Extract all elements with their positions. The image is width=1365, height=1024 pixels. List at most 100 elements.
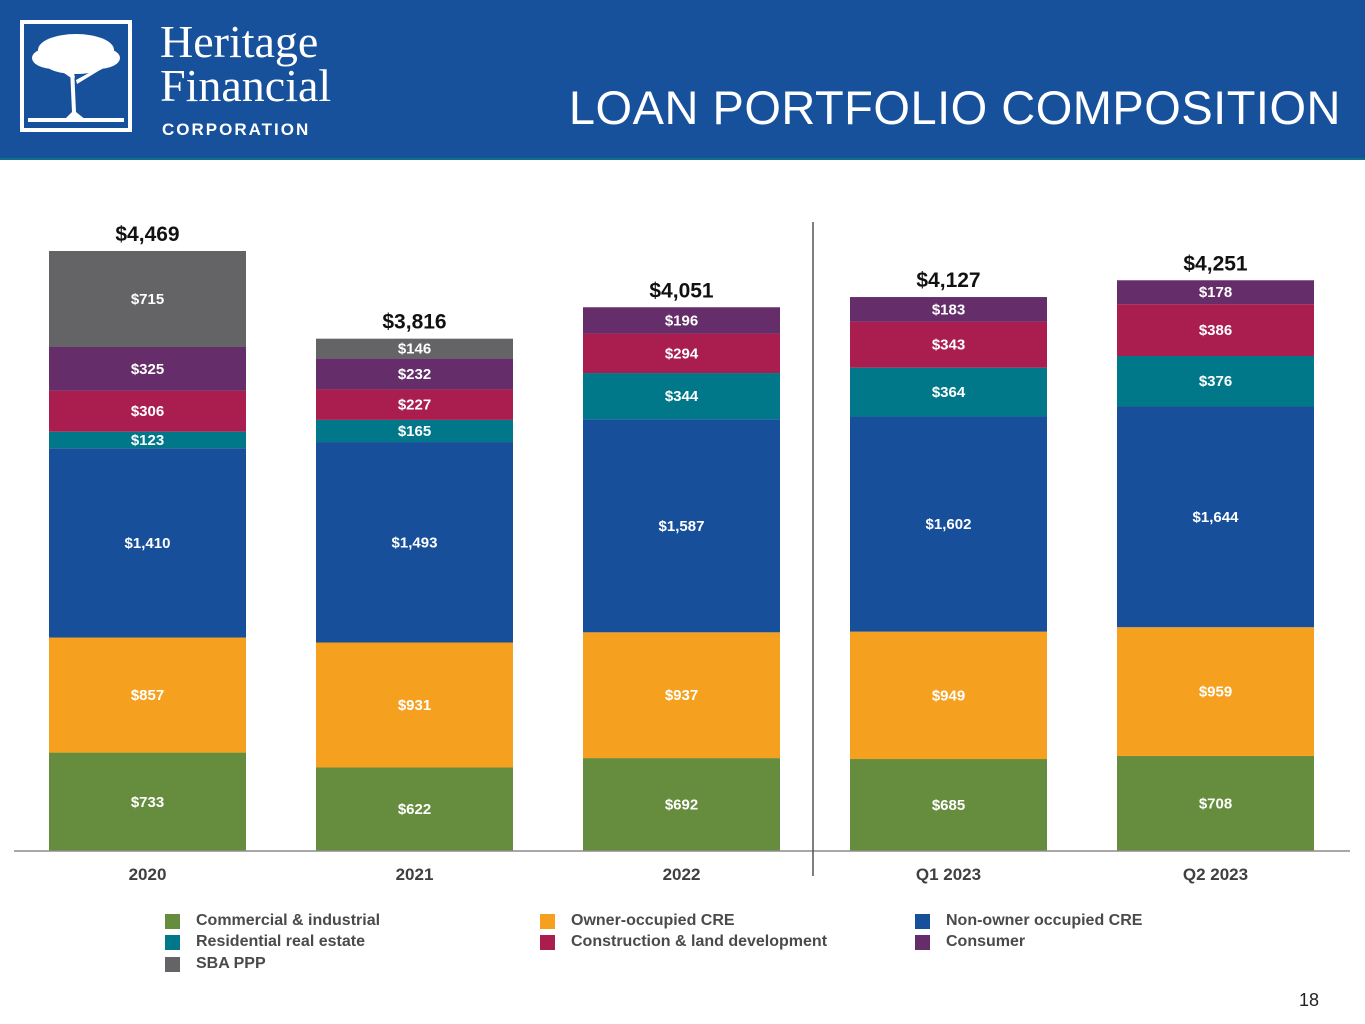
data-label: $325 [131,361,164,378]
data-label: $733 [131,794,164,811]
data-label: $196 [665,312,698,329]
data-label: $343 [932,337,965,354]
bar-segment-consumer-2021 [316,358,513,390]
data-label: $123 [131,432,164,449]
bar-segment-commercial-industrial-q1-2023 [850,759,1047,851]
bar-segment-construction-land-development-q2-2023 [1117,304,1314,356]
legend-swatch [165,956,180,972]
bar-segment-commercial-industrial-q2-2023 [1117,755,1314,851]
bar-segment-owner-occupied-cre-q2-2023 [1117,627,1314,756]
bar-segment-non-owner-occupied-cre-q1-2023 [850,416,1047,632]
logo-line-2: Financial [160,60,332,111]
data-label: $232 [398,366,431,383]
bar-segment-sba-ppp-2020 [49,251,246,347]
data-label: $178 [1199,284,1232,301]
total-label: $3,816 [382,311,446,334]
bar-segment-commercial-industrial-2022 [583,758,780,851]
bar-segment-commercial-industrial-2021 [316,767,513,851]
data-label: $1,587 [659,518,705,535]
data-label: $1,410 [125,535,171,552]
data-label: $937 [665,687,698,704]
bar-segment-consumer-q2-2023 [1117,280,1314,305]
data-label: $227 [398,397,431,414]
data-label: $1,602 [926,516,972,533]
bar-segment-sba-ppp-2021 [316,338,513,359]
bar-segment-residential-real-estate-2021 [316,419,513,443]
tree-logo-icon [20,20,132,132]
data-label: $959 [1199,684,1232,701]
bar-segment-non-owner-occupied-cre-2021 [316,442,513,643]
data-label: $1,493 [392,534,438,551]
data-label: $622 [398,801,431,818]
data-label: $949 [932,687,965,704]
bar-segment-non-owner-occupied-cre-2022 [583,419,780,633]
data-label: $708 [1199,795,1232,812]
bar-segment-owner-occupied-cre-q1-2023 [850,631,1047,760]
legend-label: Commercial & industrial [196,912,381,929]
data-label: $857 [131,687,164,704]
page-title: LOAN PORTFOLIO COMPOSITION [568,81,1341,134]
total-label: $4,051 [649,279,714,302]
legend-swatch [540,934,555,950]
bar-segment-consumer-2020 [49,346,246,391]
data-label: $146 [398,340,431,357]
x-tick-label: 2021 [396,865,434,884]
legend-swatch [915,934,930,950]
legend-item: Residential real estate [165,933,365,951]
data-label: $931 [398,697,431,714]
logo-line-1: Heritage [160,16,319,67]
legend-label: SBA PPP [196,955,266,972]
total-label: $4,127 [916,269,980,292]
x-tick-label: 2022 [663,865,701,884]
data-label: $1,644 [1193,509,1240,526]
legend-item: SBA PPP [165,955,266,973]
legend-swatch [915,913,930,929]
legend-item: Construction & land development [540,933,827,951]
data-label: $344 [665,388,699,405]
bar-segment-owner-occupied-cre-2022 [583,632,780,759]
bar-segment-commercial-industrial-2020 [49,752,246,851]
legend-label: Construction & land development [571,933,828,950]
x-tick-label: Q1 2023 [916,865,981,884]
legend-label: Consumer [946,933,1026,950]
bar-segment-residential-real-estate-2022 [583,373,780,420]
chart-legend: Commercial & industrial Owner-occupied CR… [165,912,1265,982]
x-tick-label: Q2 2023 [1183,865,1248,884]
data-label: $183 [932,301,965,318]
data-label: $685 [932,797,965,814]
bar-segment-consumer-q1-2023 [850,297,1047,322]
bar-segment-construction-land-development-2020 [49,390,246,432]
legend-label: Non-owner occupied CRE [946,912,1143,929]
legend-swatch [165,934,180,950]
legend-item: Non-owner occupied CRE [915,912,1142,930]
total-label: $4,469 [115,223,179,246]
bar-segment-residential-real-estate-2020 [49,431,246,449]
bar-segment-non-owner-occupied-cre-q2-2023 [1117,406,1314,628]
legend-label: Owner-occupied CRE [571,912,735,929]
bar-segment-construction-land-development-q1-2023 [850,321,1047,368]
data-label: $692 [665,797,698,814]
bar-segment-construction-land-development-2022 [583,333,780,374]
data-label: $386 [1199,322,1232,339]
company-logo-name: Heritage Financial [160,16,332,111]
data-label: $715 [131,291,164,308]
total-label: $4,251 [1183,252,1248,275]
data-label: $306 [131,403,164,420]
logo-line-3: CORPORATION [162,120,311,139]
bar-segment-construction-land-development-2021 [316,389,513,420]
stacked-bar-chart: $733 $857 $1,410 $123 $306 $325 $715 $4,469 2020… [14,222,1350,884]
legend-label: Residential real estate [196,933,365,950]
legend-swatch [165,913,180,929]
data-label: $364 [932,384,966,401]
bar-segment-residential-real-estate-q1-2023 [850,367,1047,417]
legend-item: Commercial & industrial [165,912,380,930]
bar-segment-consumer-2022 [583,307,780,334]
bar-segment-non-owner-occupied-cre-2020 [49,448,246,638]
data-label: $294 [665,345,699,362]
page-number: 18 [1298,990,1319,1010]
bar-segment-residential-real-estate-q2-2023 [1117,355,1314,407]
x-tick-label: 2020 [129,865,167,884]
bar-segment-owner-occupied-cre-2021 [316,642,513,768]
bar-segment-owner-occupied-cre-2020 [49,637,246,753]
header-banner: Heritage Financial CORPORATION LOAN PORT… [0,0,1365,160]
